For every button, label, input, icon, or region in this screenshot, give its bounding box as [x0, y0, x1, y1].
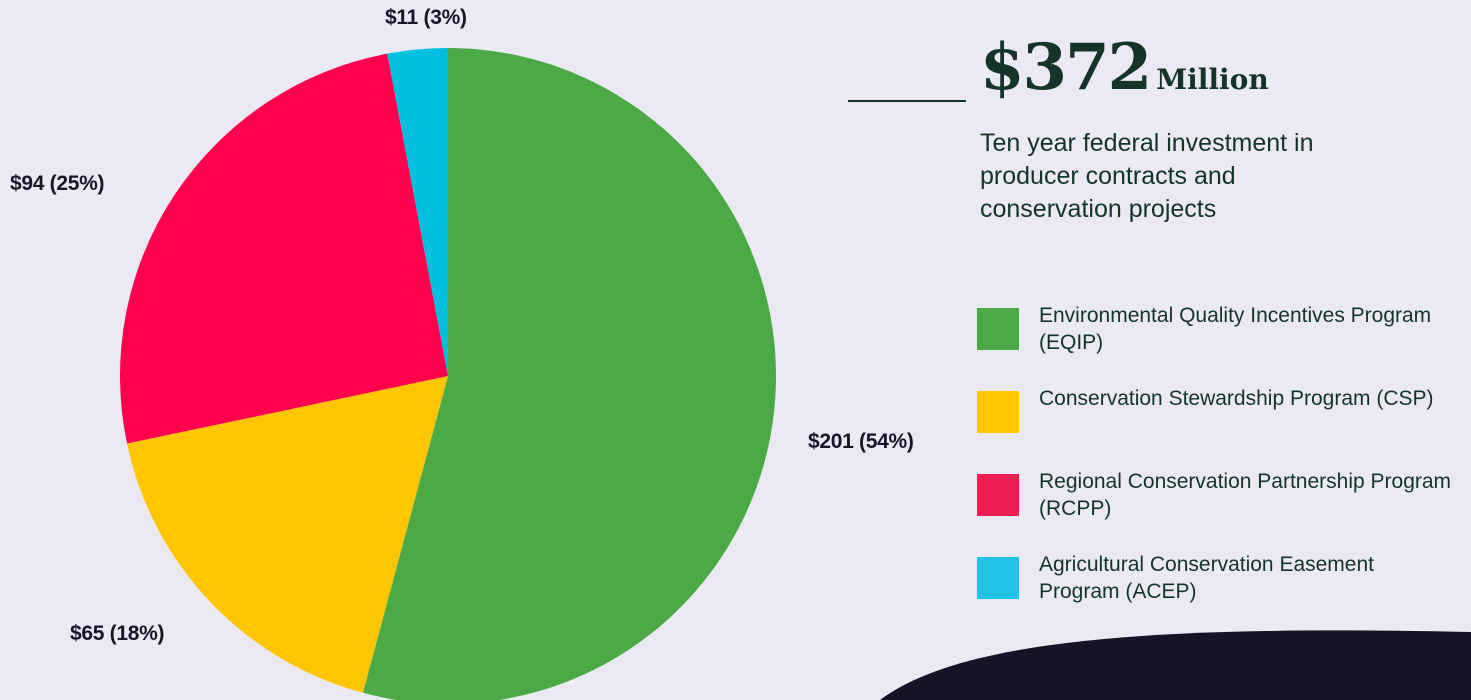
legend-item-acep: Agricultural Conservation Easement Progr…	[977, 551, 1467, 634]
legend-swatch-csp	[977, 391, 1019, 433]
total-amount: $372	[980, 30, 1152, 105]
chart-subtitle: Ten year federal investment in producer …	[980, 129, 1314, 223]
slice-label-rcpp: $94 (25%)	[10, 172, 105, 195]
total-headline: $372 Million	[980, 30, 1269, 105]
pie-slice-acep	[387, 48, 448, 376]
legend-label-acep: Agricultural Conservation Easement Progr…	[1039, 553, 1374, 603]
legend-label-rcpp: Regional Conservation Partnership Progra…	[1039, 470, 1452, 520]
legend-item-csp: Conservation Stewardship Program (CSP)	[977, 385, 1467, 468]
pie-slice-rcpp	[120, 53, 448, 444]
pie-slice-csp	[127, 376, 448, 693]
slice-label-acep: $11 (3%)	[385, 6, 467, 29]
legend-swatch-rcpp	[977, 474, 1019, 516]
legend-swatch-eqip	[977, 308, 1019, 350]
slice-label-eqip: $201 (54%)	[808, 430, 914, 453]
total-unit: Million	[1156, 63, 1269, 96]
legend-label-csp: Conservation Stewardship Program (CSP)	[1039, 387, 1434, 410]
slice-label-csp: $65 (18%)	[70, 622, 165, 645]
legend: Environmental Quality Incentives Program…	[977, 302, 1467, 634]
legend-item-eqip: Environmental Quality Incentives Program…	[977, 302, 1467, 385]
pie-chart	[120, 48, 776, 700]
headline-divider	[848, 100, 966, 102]
legend-label-eqip: Environmental Quality Incentives Program…	[1039, 304, 1432, 354]
pie-slice-eqip	[362, 48, 776, 700]
legend-item-rcpp: Regional Conservation Partnership Progra…	[977, 468, 1467, 551]
legend-swatch-acep	[977, 557, 1019, 599]
